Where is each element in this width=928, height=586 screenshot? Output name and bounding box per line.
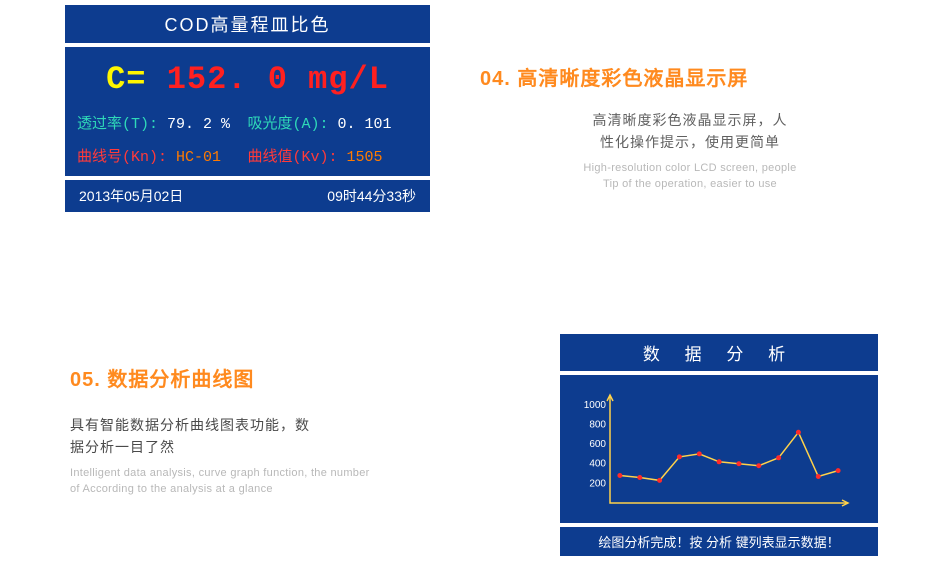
transmission-value: 79. 2 % bbox=[167, 116, 230, 133]
chart-footer: 绘图分析完成！按 分析 键列表显示数据！ bbox=[560, 527, 878, 556]
chart-svg: 200 400 600 800 1000 bbox=[572, 389, 860, 517]
feature-04-title: 04. 高清晰度彩色液晶显示屏 bbox=[480, 62, 900, 91]
lcd-time: 09时44分33秒 bbox=[327, 186, 416, 206]
feature-04-heading: 高清晰度彩色液晶显示屏 bbox=[517, 68, 748, 90]
metric-transmission: 透过率(T): 79. 2 % bbox=[77, 112, 248, 133]
absorbance-value: 0. 101 bbox=[338, 116, 392, 133]
chart-body: 200 400 600 800 1000 bbox=[560, 375, 878, 523]
lcd-title: COD高量程皿比色 bbox=[65, 5, 430, 43]
svg-text:600: 600 bbox=[589, 439, 606, 450]
svg-text:400: 400 bbox=[589, 459, 606, 470]
transmission-label: 透过率(T): bbox=[77, 116, 158, 133]
svg-text:200: 200 bbox=[589, 478, 606, 489]
feature-04-zh1: 高清晰度彩色液晶显示屏，人 bbox=[480, 109, 900, 131]
svg-text:800: 800 bbox=[589, 419, 606, 430]
curve-no-value: HC-01 bbox=[176, 149, 221, 166]
metric-absorbance: 吸光度(A): 0. 101 bbox=[248, 112, 419, 133]
feature-05-zh1: 具有智能数据分析曲线图表功能，数 bbox=[70, 414, 450, 436]
feature-05-body: 具有智能数据分析曲线图表功能，数 据分析一目了然 Intelligent dat… bbox=[70, 414, 450, 498]
feature-04: 04. 高清晰度彩色液晶显示屏 高清晰度彩色液晶显示屏，人 性化操作提示，使用更… bbox=[480, 62, 900, 193]
feature-04-num: 04. bbox=[480, 68, 511, 90]
conc-unit: mg/L bbox=[288, 61, 389, 98]
feature-05-num: 05. bbox=[70, 369, 101, 391]
feature-05: 05. 数据分析曲线图 具有智能数据分析曲线图表功能，数 据分析一目了然 Int… bbox=[70, 363, 450, 498]
lcd-body: C= 152. 0 mg/L 透过率(T): 79. 2 % 吸光度(A): 0… bbox=[65, 47, 430, 176]
metric-curve-val: 曲线值(Kv): 1505 bbox=[248, 145, 419, 166]
feature-04-en1: High-resolution color LCD screen, people bbox=[480, 160, 900, 177]
feature-05-en1: Intelligent data analysis, curve graph f… bbox=[70, 465, 450, 482]
feature-05-heading: 数据分析曲线图 bbox=[107, 369, 254, 391]
feature-05-en2: of According to the analysis at a glance bbox=[70, 481, 450, 498]
feature-05-title: 05. 数据分析曲线图 bbox=[70, 363, 450, 392]
lcd-footer: 2013年05月02日 09时44分33秒 bbox=[65, 180, 430, 212]
absorbance-label: 吸光度(A): bbox=[248, 116, 329, 133]
feature-04-zh2: 性化操作提示，使用更简单 bbox=[480, 131, 900, 153]
feature-05-zh2: 据分析一目了然 bbox=[70, 436, 450, 458]
curve-no-label: 曲线号(Kn): bbox=[77, 149, 167, 166]
curve-val-value: 1505 bbox=[347, 149, 383, 166]
conc-label: C= bbox=[106, 61, 167, 98]
metric-curve-no: 曲线号(Kn): HC-01 bbox=[77, 145, 248, 166]
svg-text:1000: 1000 bbox=[584, 400, 607, 411]
feature-04-body: 高清晰度彩色液晶显示屏，人 性化操作提示，使用更简单 High-resoluti… bbox=[480, 109, 900, 193]
lcd-panel: COD高量程皿比色 C= 152. 0 mg/L 透过率(T): 79. 2 %… bbox=[65, 5, 430, 212]
conc-value: 152. 0 bbox=[167, 61, 288, 98]
metrics-grid: 透过率(T): 79. 2 % 吸光度(A): 0. 101 曲线号(Kn): … bbox=[77, 112, 418, 166]
curve-val-label: 曲线值(Kv): bbox=[248, 149, 338, 166]
chart-title: 数 据 分 析 bbox=[560, 334, 878, 371]
lcd-date: 2013年05月02日 bbox=[79, 186, 183, 206]
feature-04-en2: Tip of the operation, easier to use bbox=[480, 176, 900, 193]
concentration-readout: C= 152. 0 mg/L bbox=[77, 61, 418, 98]
chart-panel: 数 据 分 析 200 400 600 800 1000 绘图分析完成！按 分析 键列表… bbox=[560, 334, 878, 556]
